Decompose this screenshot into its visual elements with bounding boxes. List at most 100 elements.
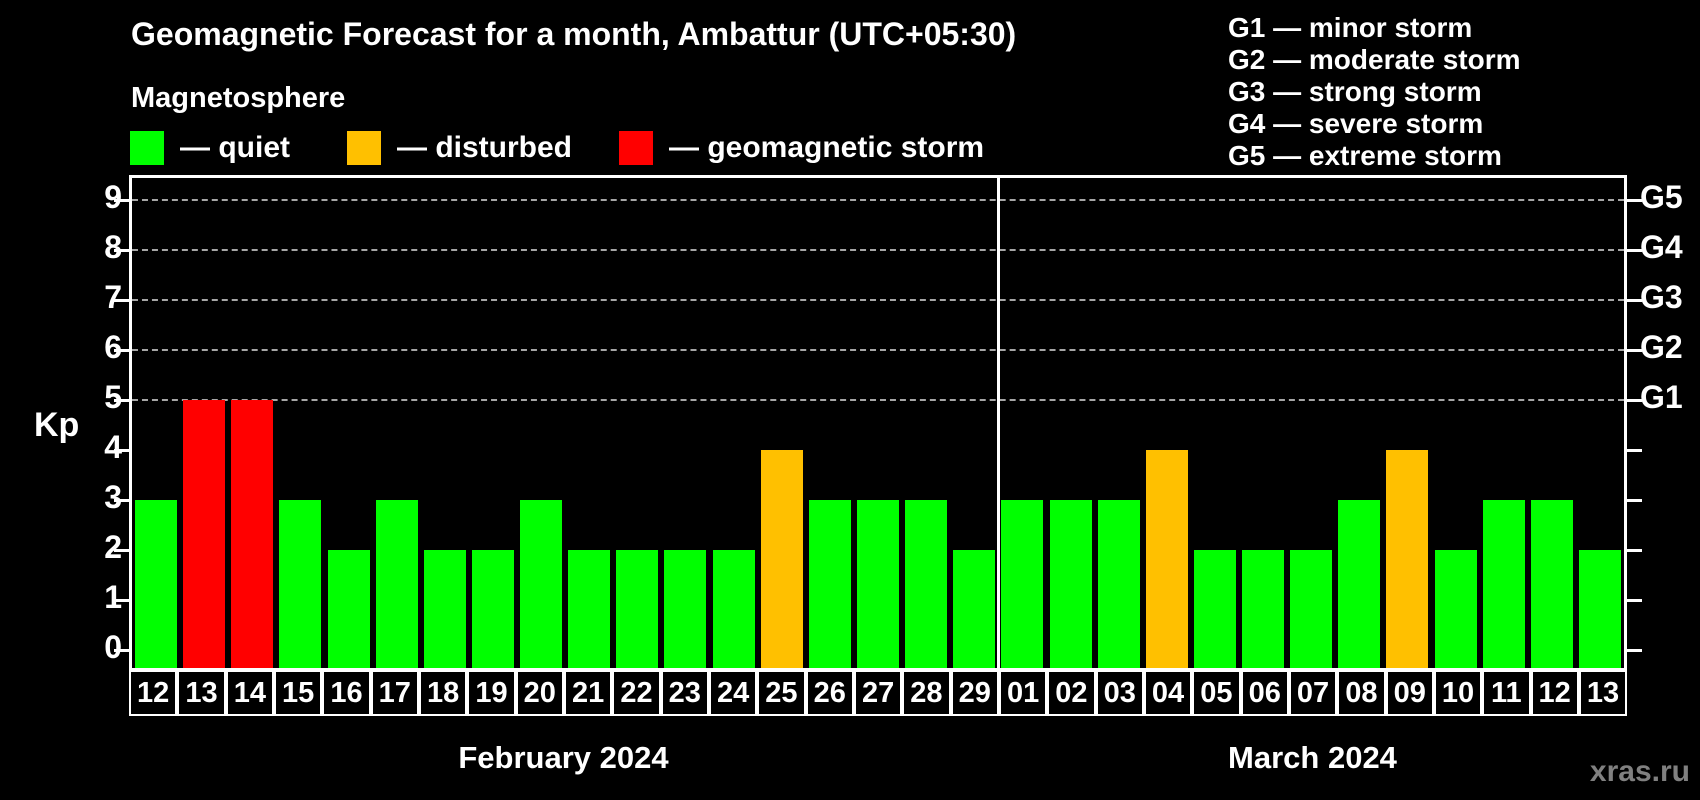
right-axis-label-g2: G2 — [1640, 329, 1683, 365]
legend-item-storm: — geomagnetic storm — [619, 131, 984, 165]
bar-february-28 — [905, 500, 948, 668]
quiet-color-swatch — [130, 131, 164, 165]
bar-february-17 — [375, 500, 418, 668]
day-cell-february-22: 22 — [612, 670, 661, 716]
bar-february-15 — [279, 500, 322, 668]
y-axis-tick-left-1 — [114, 599, 129, 602]
y-axis-tick-right-7 — [1627, 299, 1642, 302]
bar-february-19 — [471, 550, 514, 668]
g-legend-item-g5: G5 — extreme storm — [1228, 140, 1502, 171]
day-cell-march-08: 08 — [1337, 670, 1386, 716]
bar-february-26 — [808, 500, 851, 668]
y-axis-tick-right-4 — [1627, 449, 1642, 452]
right-axis-label-g1: G1 — [1640, 379, 1683, 415]
day-cell-february-20: 20 — [515, 670, 564, 716]
month-caption-february: February 2024 — [458, 740, 669, 775]
plot-area — [114, 175, 1642, 671]
y-axis-title: Kp — [34, 406, 80, 444]
bar-march-11 — [1482, 500, 1525, 668]
y-axis-label-4: 4 — [104, 429, 122, 465]
y-axis-label-7: 7 — [104, 279, 122, 315]
y-axis-label-1: 1 — [104, 579, 122, 615]
day-cell-february-27: 27 — [853, 670, 903, 716]
right-axis-label-g3: G3 — [1640, 279, 1683, 315]
plot-area-inner — [114, 178, 1642, 668]
gridline-kp7 — [132, 299, 1624, 301]
disturbed-color-swatch — [347, 131, 381, 165]
day-cell-february-24: 24 — [708, 670, 758, 716]
y-axis-tick-left-9 — [114, 199, 129, 202]
g-legend-item-g4: G4 — severe storm — [1228, 108, 1484, 139]
day-cell-february-26: 26 — [805, 670, 854, 716]
day-cell-march-02: 02 — [1047, 670, 1096, 716]
y-axis-tick-left-0 — [114, 649, 129, 652]
bar-march-12 — [1530, 500, 1573, 668]
month-caption-march: March 2024 — [1228, 740, 1397, 775]
chart-title: Geomagnetic Forecast for a month, Ambatt… — [131, 16, 1017, 52]
bar-february-18 — [423, 550, 466, 668]
day-cell-february-21: 21 — [563, 670, 613, 716]
bar-march-06 — [1242, 550, 1285, 668]
legend-label-quiet: — quiet — [180, 131, 290, 164]
day-cell-february-12: 12 — [129, 670, 178, 716]
day-cell-march-06: 06 — [1240, 670, 1289, 716]
bar-february-24 — [712, 550, 755, 668]
y-axis-tick-left-7 — [114, 299, 129, 302]
day-cell-february-18: 18 — [418, 670, 468, 716]
bar-march-09 — [1386, 450, 1429, 668]
bar-february-12 — [135, 500, 178, 668]
day-cell-february-23: 23 — [660, 670, 709, 716]
gridline-kp6 — [132, 349, 1624, 351]
day-cell-march-04: 04 — [1143, 670, 1193, 716]
storm-color-swatch — [619, 131, 653, 165]
y-axis-label-0: 0 — [104, 629, 122, 665]
legend-item-disturbed: — disturbed — [347, 131, 572, 165]
y-axis-label-8: 8 — [104, 229, 122, 265]
day-cell-march-05: 05 — [1192, 670, 1241, 716]
day-row: 12 13 14 15 16 17 18 19 20 21 22 23 24 25 26 27 28 29 01 02… — [129, 670, 1628, 716]
y-axis-tick-left-5 — [114, 399, 129, 402]
day-cell-march-09: 09 — [1385, 670, 1434, 716]
day-cell-february-14: 14 — [225, 670, 274, 716]
bar-march-05 — [1193, 550, 1236, 668]
day-cell-march-12: 12 — [1530, 670, 1579, 716]
day-cell-february-15: 15 — [273, 670, 323, 716]
bar-february-14 — [231, 400, 274, 668]
legend-label-disturbed: — disturbed — [397, 131, 573, 164]
day-cell-march-13: 13 — [1578, 670, 1628, 716]
y-axis-tick-right-8 — [1627, 249, 1642, 252]
magnetosphere-label: Magnetosphere — [131, 82, 346, 114]
day-cell-march-03: 03 — [1095, 670, 1144, 716]
y-axis-label-6: 6 — [104, 329, 122, 365]
day-cell-february-13: 13 — [177, 670, 226, 716]
y-axis-tick-left-2 — [114, 549, 129, 552]
bar-march-02 — [1049, 500, 1092, 668]
bar-february-27 — [857, 500, 899, 668]
day-cell-february-16: 16 — [322, 670, 371, 716]
right-axis-label-g4: G4 — [1640, 229, 1683, 265]
y-axis-tick-left-3 — [114, 499, 129, 502]
day-cell-march-01: 01 — [998, 670, 1048, 716]
g-scale-legend: G1 — minor storm G2 — moderate storm G3 … — [1228, 12, 1521, 172]
y-axis-label-9: 9 — [104, 179, 122, 215]
bar-february-22 — [616, 550, 659, 668]
g-legend-item-g2: G2 — moderate storm — [1228, 44, 1521, 75]
y-axis-tick-left-6 — [114, 349, 129, 352]
y-axis-tick-right-9 — [1627, 199, 1642, 202]
day-cell-february-19: 19 — [467, 670, 516, 716]
bar-march-08 — [1338, 500, 1381, 668]
g-legend-item-g3: G3 — strong storm — [1228, 76, 1482, 107]
month-separator — [996, 178, 1000, 668]
bar-february-25 — [760, 450, 803, 668]
day-cell-march-11: 11 — [1482, 670, 1531, 716]
y-axis-tick-right-3 — [1627, 499, 1642, 502]
y-axis-tick-left-4 — [114, 449, 129, 452]
bar-february-16 — [327, 550, 370, 668]
y-axis-tick-left-8 — [114, 249, 129, 252]
right-axis-label-g5: G5 — [1640, 179, 1683, 215]
y-axis-label-5: 5 — [104, 379, 122, 415]
gridline-kp5 — [132, 399, 1624, 401]
y-axis-label-2: 2 — [104, 529, 122, 565]
day-cell-february-25: 25 — [757, 670, 806, 716]
day-cell-march-07: 07 — [1288, 670, 1338, 716]
